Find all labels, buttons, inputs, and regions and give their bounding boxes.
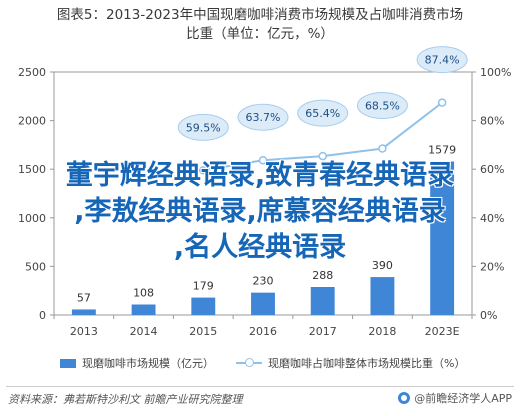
- x-tick-label: 2013: [70, 325, 98, 338]
- legend-line-swatch: [236, 358, 262, 368]
- y-right-tick-label: 40%: [480, 212, 504, 225]
- legend-bar-swatch: [60, 358, 76, 368]
- y-left-tick-label: 500: [25, 260, 46, 273]
- brand-logo-icon: [398, 392, 411, 404]
- overlay-text-line1: 董宇辉经典语录,致青春经典语录: [65, 160, 455, 191]
- y-left-tick-label: 2500: [18, 66, 46, 79]
- bar: [131, 304, 156, 315]
- line-value-label: 68.5%: [365, 100, 400, 113]
- x-tick-label: 2017: [309, 325, 337, 338]
- line-point: [378, 144, 387, 153]
- x-tick-label: 2023E: [425, 325, 460, 338]
- x-tick-label: 2014: [130, 325, 158, 338]
- line-value-label: 65.4%: [305, 107, 340, 120]
- y-right-tick-label: 20%: [480, 260, 504, 273]
- chart-title-line1: 图表5：2013-2023年中国现磨咖啡消费市场规模及占咖啡消费市场: [56, 7, 464, 23]
- footer-divider: [6, 386, 514, 387]
- chart-title: 图表5：2013-2023年中国现磨咖啡消费市场规模及占咖啡消费市场 比重（单位…: [0, 6, 520, 44]
- bar: [191, 297, 216, 315]
- y-right-tick-label: 80%: [480, 115, 504, 128]
- bar-value-label: 390: [372, 259, 393, 272]
- chart-legend: 现磨咖啡市场规模（亿元） 现磨咖啡占咖啡整体市场规模比重（%）: [0, 355, 520, 373]
- line-point: [199, 166, 208, 175]
- brand-label: @前瞻经济学人APP: [414, 392, 512, 405]
- y-left-tick-label: 1500: [18, 163, 46, 176]
- line-value-label: 59.5%: [186, 121, 221, 134]
- bar-value-label: 288: [312, 269, 333, 282]
- x-tick-label: 2018: [368, 325, 396, 338]
- y-left-tick-label: 1000: [18, 212, 46, 225]
- legend-bar-label: 现磨咖啡市场规模（亿元）: [82, 357, 214, 370]
- line-value-label: 63.7%: [246, 111, 281, 124]
- line-value-label: 87.4%: [425, 54, 460, 67]
- bar-value-label: 230: [253, 275, 274, 288]
- line-label-bubble: [177, 113, 229, 141]
- bar: [370, 277, 395, 315]
- line-label-bubble: [356, 92, 408, 120]
- bar: [430, 161, 455, 315]
- legend-item-line: 现磨咖啡占咖啡整体市场规模比重（%）: [236, 355, 465, 371]
- overlay-text-line3: ,名人经典语录: [173, 232, 347, 263]
- overlay-text-line2: ,李敖经典语录,席慕容经典语录: [74, 196, 446, 227]
- legend-item-bar: 现磨咖啡市场规模（亿元）: [60, 355, 214, 371]
- bar: [310, 287, 335, 315]
- y-right-tick-label: 100%: [480, 66, 511, 79]
- legend-line-label: 现磨咖啡占咖啡整体市场规模比重（%）: [268, 357, 466, 370]
- line-label-bubble: [237, 103, 289, 131]
- bar: [251, 292, 275, 315]
- bar: [71, 309, 96, 315]
- bar-value-label: 57: [77, 291, 91, 304]
- bar-value-label: 108: [133, 287, 154, 300]
- source-note: 资料来源：弗若斯特沙利文 前瞻产业研究院整理: [8, 393, 243, 406]
- line-label-bubble: [416, 46, 468, 74]
- y-right-tick-label: 0%: [480, 309, 497, 322]
- x-tick-label: 2015: [189, 325, 217, 338]
- chart-title-line2: 比重（单位：亿元，%）: [186, 26, 334, 42]
- line-point: [318, 151, 327, 161]
- x-tick-label: 2016: [249, 325, 277, 338]
- bar-value-label: 1579: [428, 144, 456, 157]
- brand-credit: @前瞻经济学人APP: [398, 390, 512, 406]
- y-left-tick-label: 0: [39, 309, 46, 322]
- line-point: [437, 98, 447, 107]
- line-point: [258, 155, 268, 165]
- bar-value-label: 179: [193, 280, 214, 293]
- line-label-bubble: [297, 99, 349, 127]
- y-left-tick-label: 2000: [18, 115, 46, 128]
- y-right-tick-label: 60%: [480, 163, 504, 176]
